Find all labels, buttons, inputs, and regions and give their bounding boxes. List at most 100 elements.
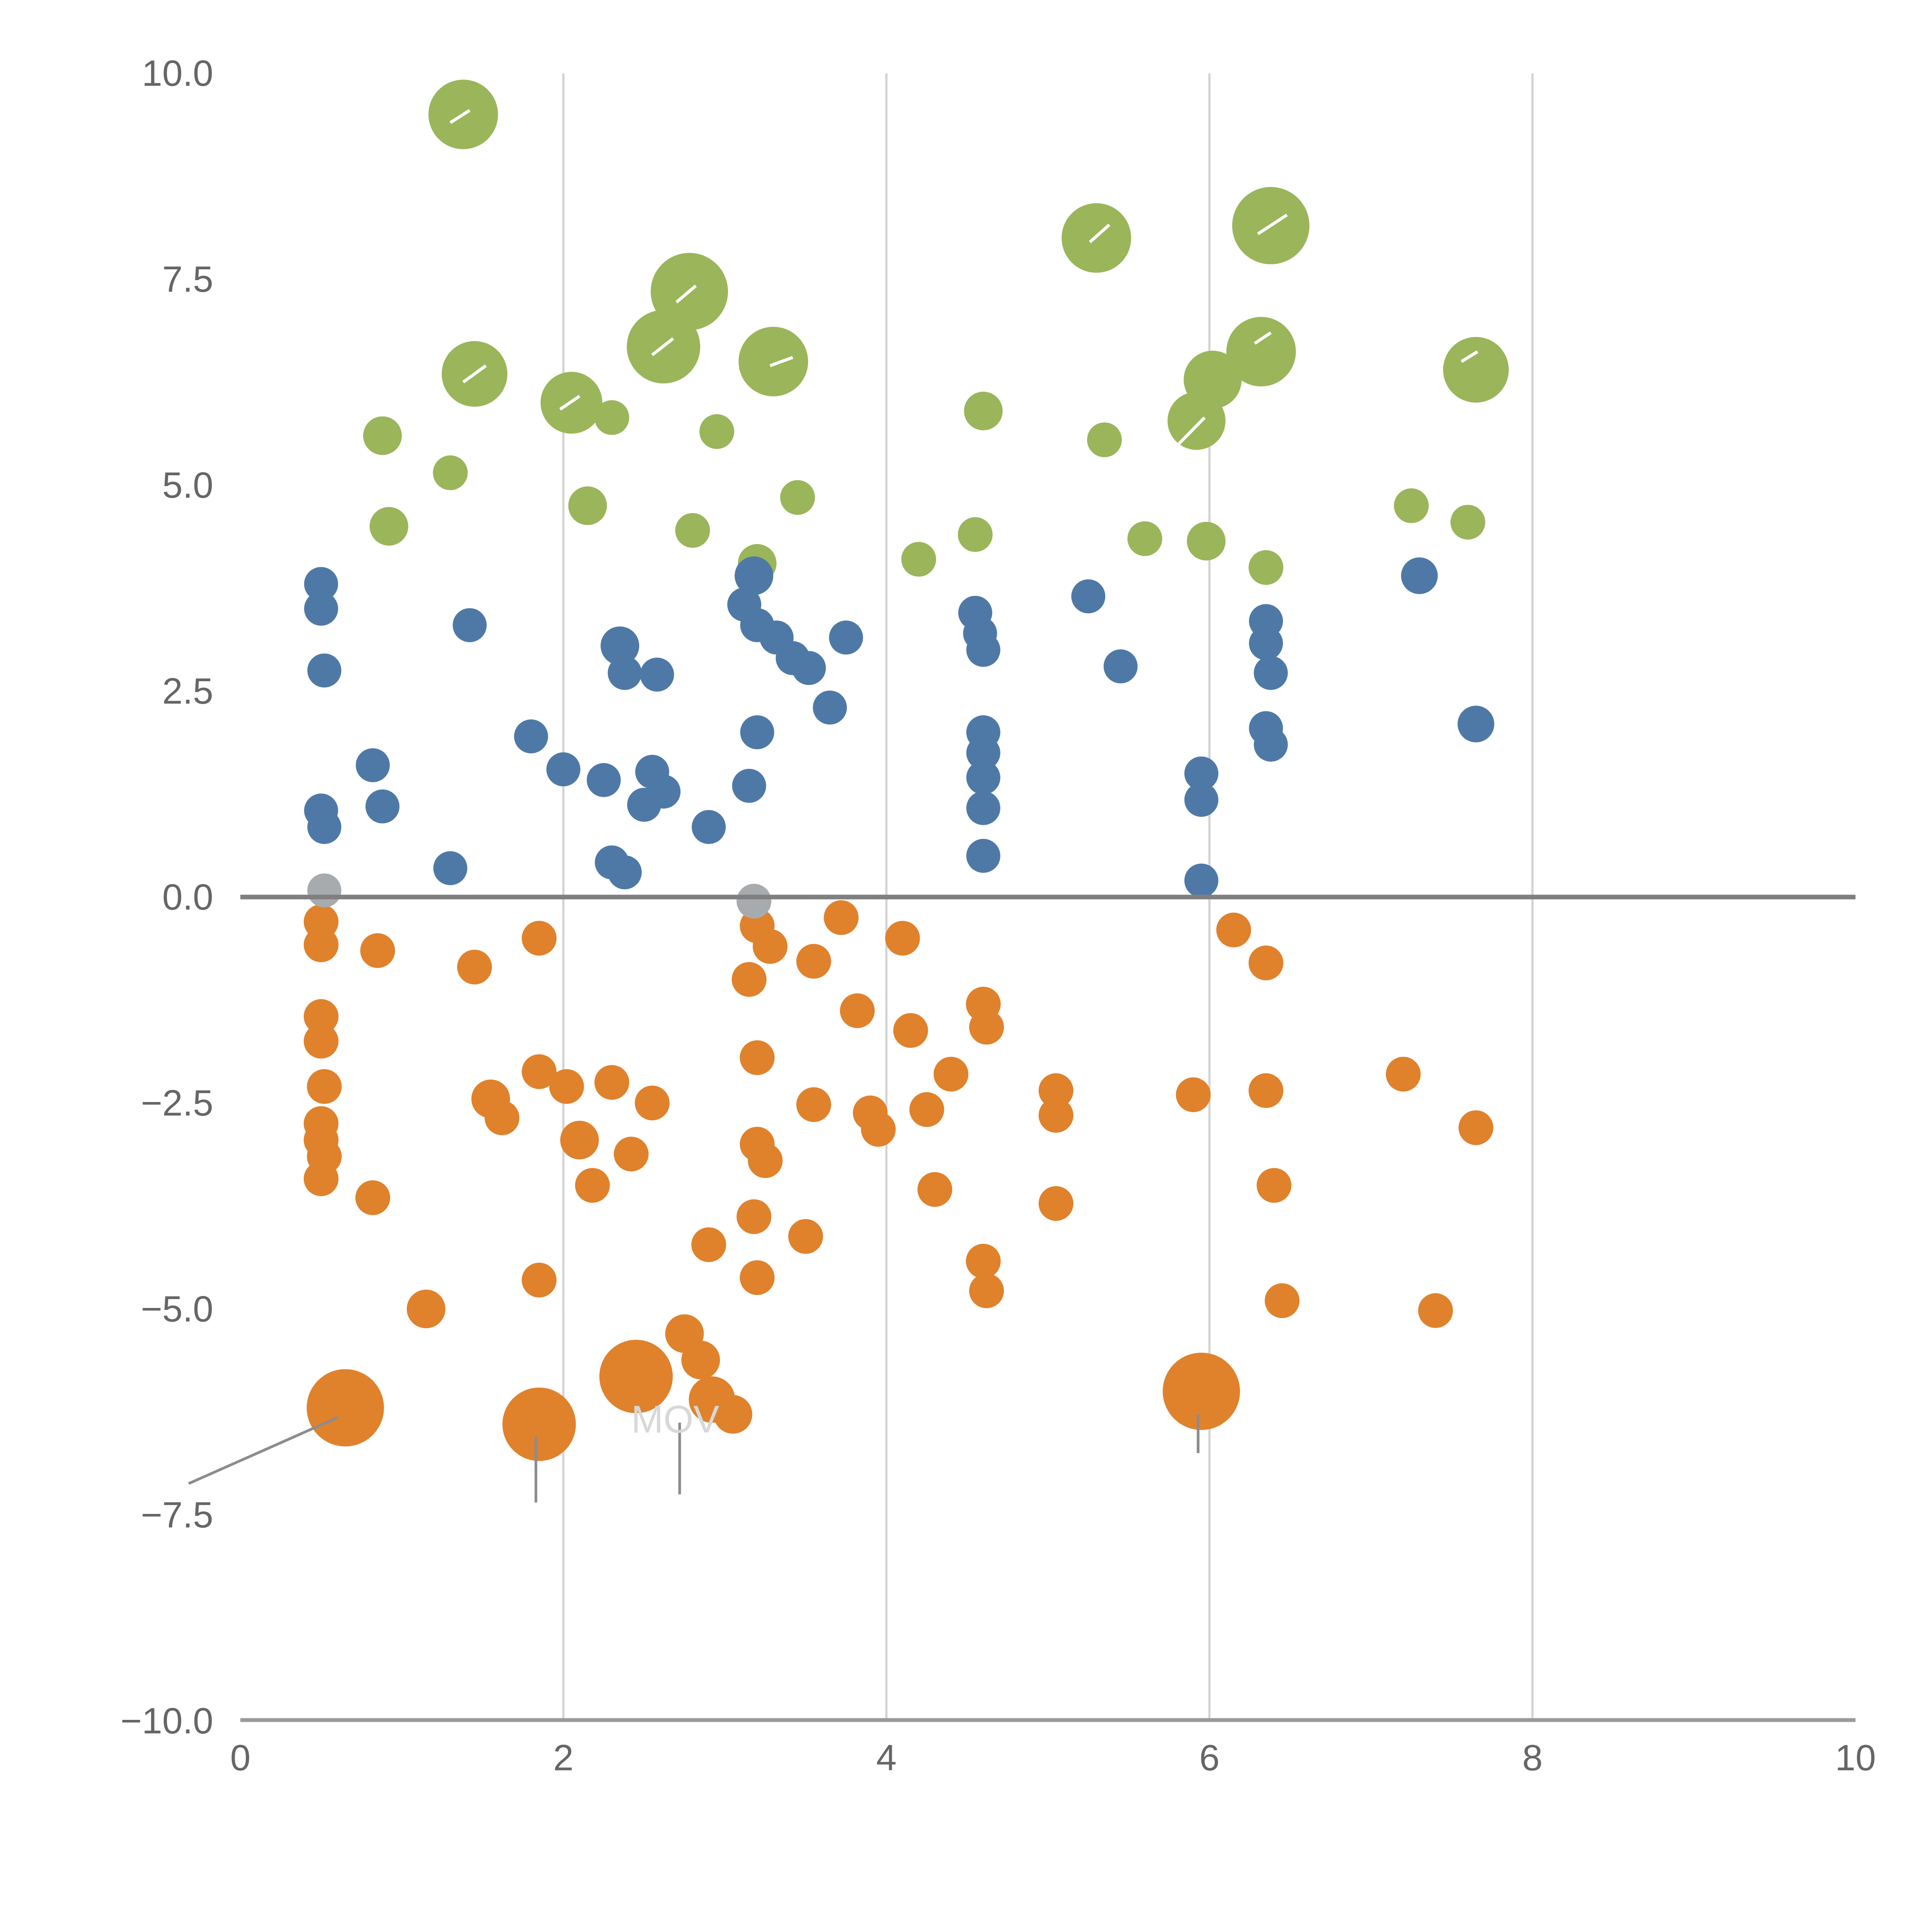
data-point-orange xyxy=(485,1100,520,1135)
x-tick-label: 8 xyxy=(1522,1738,1543,1779)
annotation-white-tick xyxy=(1460,350,1478,363)
data-point-orange xyxy=(934,1056,969,1092)
annotation-white-tick xyxy=(1253,331,1272,345)
data-point-orange xyxy=(740,1040,775,1075)
data-point-blue xyxy=(365,789,400,823)
annotation-leader-line xyxy=(188,1416,338,1485)
x-tick-label: 6 xyxy=(1199,1738,1220,1779)
data-point-blue xyxy=(966,633,1000,667)
annotation-white-tick xyxy=(651,337,674,356)
data-point-blue xyxy=(966,791,1000,825)
y-tick-label: 0.0 xyxy=(162,877,213,918)
data-point-orange xyxy=(713,1395,752,1434)
x-tick-label: 2 xyxy=(553,1738,574,1779)
y-tick-label: 7.5 xyxy=(162,259,213,300)
data-point-gray xyxy=(736,884,772,919)
data-point-green xyxy=(1248,550,1284,585)
data-point-green xyxy=(1450,505,1485,540)
data-point-green xyxy=(1187,522,1226,561)
data-point-blue xyxy=(1184,756,1219,791)
data-point-gray xyxy=(307,873,342,908)
data-point-orange xyxy=(306,1369,384,1447)
y-tick-label: −2.5 xyxy=(141,1083,213,1124)
data-point-blue xyxy=(735,556,774,595)
data-point-orange xyxy=(823,900,859,935)
data-point-blue xyxy=(813,690,847,725)
data-point-orange xyxy=(748,1143,783,1178)
data-point-orange xyxy=(740,1260,775,1295)
data-point-orange xyxy=(560,1121,599,1160)
data-point-orange xyxy=(1216,912,1251,947)
data-point-blue xyxy=(452,608,487,642)
data-point-blue xyxy=(607,855,642,889)
annotation-white-tick xyxy=(1176,416,1206,447)
data-point-orange xyxy=(691,1227,726,1262)
data-point-blue xyxy=(304,592,338,626)
data-point-blue xyxy=(966,760,1000,795)
data-point-orange xyxy=(522,1262,557,1298)
data-point-orange xyxy=(457,949,492,985)
data-point-orange xyxy=(731,962,767,997)
data-point-green xyxy=(369,507,408,546)
data-point-orange xyxy=(1038,1098,1073,1133)
data-point-green xyxy=(1443,337,1509,403)
data-point-orange xyxy=(406,1289,446,1328)
data-point-orange xyxy=(966,1243,1001,1279)
data-point-green xyxy=(901,542,936,577)
data-point-blue xyxy=(1104,649,1138,684)
data-point-orange xyxy=(594,1065,629,1100)
data-point-orange xyxy=(304,1161,338,1196)
data-point-orange xyxy=(1248,1073,1284,1108)
data-point-orange xyxy=(969,1273,1004,1308)
data-point-orange xyxy=(917,1172,952,1207)
data-point-orange xyxy=(1176,1077,1211,1112)
data-point-blue xyxy=(607,656,642,690)
data-point-blue xyxy=(587,763,621,797)
data-point-orange xyxy=(840,993,875,1028)
data-point-green xyxy=(1087,422,1122,457)
annotation-white-tick xyxy=(675,284,697,304)
data-point-blue xyxy=(1184,863,1219,898)
data-point-orange xyxy=(355,1180,390,1215)
data-point-orange xyxy=(304,999,338,1034)
data-point-orange xyxy=(796,1087,831,1122)
data-point-blue xyxy=(304,567,338,601)
data-point-blue xyxy=(966,736,1000,770)
data-point-blue xyxy=(307,810,342,844)
annotation-white-tick xyxy=(449,109,471,124)
data-point-blue xyxy=(355,748,390,782)
y-tick-label: 10.0 xyxy=(142,53,213,94)
data-point-blue xyxy=(966,838,1000,873)
data-point-orange xyxy=(1248,946,1284,981)
data-point-blue xyxy=(732,769,766,803)
data-point-green xyxy=(568,486,607,525)
data-point-blue xyxy=(792,651,826,685)
data-point-blue xyxy=(546,752,581,787)
data-point-blue xyxy=(600,626,639,665)
data-point-orange xyxy=(522,921,557,956)
data-point-green xyxy=(594,400,629,435)
annotation-white-tick xyxy=(1089,223,1111,243)
data-point-orange xyxy=(1386,1056,1421,1092)
x-tick-label: 4 xyxy=(876,1738,897,1779)
y-tick-label: 2.5 xyxy=(162,671,213,712)
data-point-blue xyxy=(1249,626,1283,660)
x-tick-label: 10 xyxy=(1835,1738,1876,1779)
data-point-green xyxy=(1394,488,1429,523)
data-point-orange xyxy=(969,1010,1004,1045)
data-point-orange xyxy=(575,1168,610,1203)
data-point-orange xyxy=(1038,1073,1073,1108)
data-point-orange xyxy=(861,1112,896,1147)
data-point-orange xyxy=(893,1013,928,1048)
data-point-orange xyxy=(1458,1110,1493,1145)
data-point-blue xyxy=(640,657,674,692)
data-point-blue xyxy=(1184,782,1219,817)
data-point-orange xyxy=(634,1085,670,1121)
data-point-blue xyxy=(1071,579,1105,614)
data-point-blue xyxy=(1253,656,1288,690)
data-point-orange xyxy=(909,1092,944,1127)
data-point-green xyxy=(699,414,735,449)
data-point-orange xyxy=(1038,1186,1073,1221)
data-point-blue xyxy=(1458,706,1495,743)
data-point-blue xyxy=(692,810,726,844)
